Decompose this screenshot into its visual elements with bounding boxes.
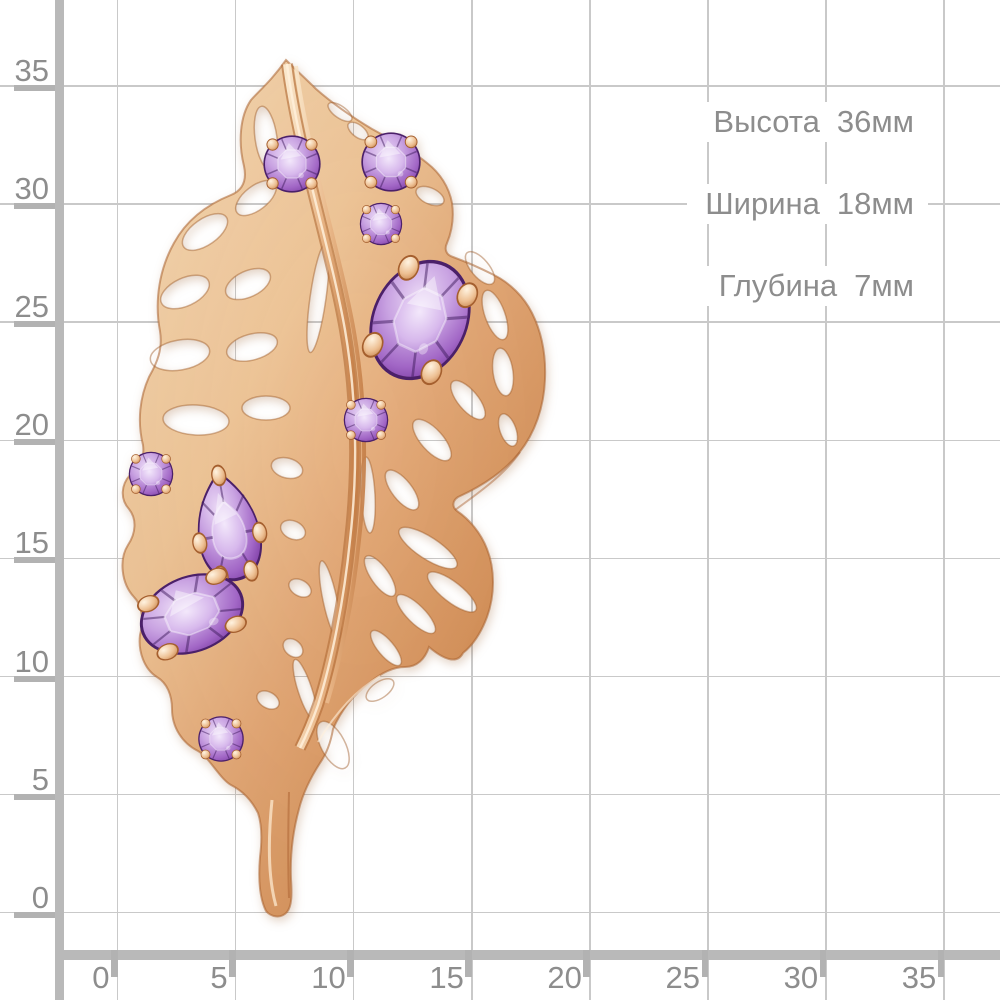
amethyst-stone-5 (344, 398, 389, 443)
y-axis-tick (14, 321, 55, 328)
leaf-gold-body (100, 40, 570, 940)
x-axis-label: 0 (92, 960, 110, 995)
x-axis-label: 35 (901, 960, 937, 995)
y-axis-bar (55, 0, 64, 1000)
amethyst-stones (128, 132, 490, 761)
spec-height-label: Высота (713, 104, 820, 139)
grid-line-vertical (116, 0, 119, 1000)
y-axis-label: 25 (14, 289, 49, 325)
x-axis-tick (701, 950, 708, 977)
spec-width: Ширина 18мм (687, 184, 928, 224)
y-axis-tick (14, 557, 55, 564)
x-axis-tick (347, 950, 354, 977)
spec-depth: Глубина 7мм (687, 266, 928, 306)
grid-line-vertical (352, 0, 355, 1000)
y-axis-tick (14, 793, 55, 800)
x-axis-tick (819, 950, 827, 977)
y-axis-tick (14, 675, 55, 682)
grid-line-vertical (707, 0, 709, 1000)
spec-height: Высота 36мм (687, 102, 928, 142)
y-axis-label: 30 (14, 171, 49, 207)
spec-width-value: 18мм (836, 186, 914, 221)
grid-line-horizontal (0, 793, 1000, 796)
grid-line-horizontal (0, 439, 1000, 442)
y-axis-label: 5 (31, 761, 49, 797)
amethyst-stone-6 (129, 452, 174, 497)
spec-depth-value: 7мм (854, 268, 914, 303)
y-axis-tick (14, 85, 55, 91)
x-axis-tick (111, 950, 118, 977)
y-axis-label: 15 (14, 525, 49, 561)
x-axis-label: 10 (311, 960, 346, 995)
amethyst-stone-3 (360, 203, 402, 245)
grid-line-vertical (471, 0, 473, 1000)
x-axis-label: 5 (210, 960, 228, 995)
y-axis-tick (14, 911, 55, 918)
grid-line-vertical (234, 0, 237, 1000)
amethyst-stone-9 (198, 716, 244, 762)
x-axis-label: 15 (429, 960, 464, 995)
grid-line-vertical (943, 0, 945, 1000)
dimensions-panel: Высота 36мм Ширина 18мм Глубина 7мм (687, 102, 928, 348)
y-axis-label: 10 (14, 643, 49, 679)
amethyst-stone-1 (263, 135, 320, 192)
amethyst-stone-2 (361, 132, 420, 191)
y-axis-label: 20 (14, 407, 49, 443)
x-axis-label: 20 (547, 960, 582, 995)
spec-width-label: Ширина (705, 186, 820, 221)
grid-line-horizontal (0, 557, 1000, 560)
y-axis-tick (14, 439, 55, 446)
leaf-stem (267, 451, 521, 907)
x-axis-bar (55, 950, 1000, 960)
spec-depth-label: Глубина (718, 268, 838, 303)
x-axis-tick (465, 950, 472, 977)
grid-line-horizontal (0, 675, 1000, 678)
grid-line-horizontal (0, 911, 1000, 914)
grid-line-horizontal (0, 85, 1000, 87)
y-axis-tick (14, 203, 55, 210)
x-axis-tick (229, 950, 236, 977)
x-axis-label: 25 (665, 960, 700, 995)
grid-line-vertical (589, 0, 591, 1000)
y-axis-label: 35 (14, 53, 49, 88)
amethyst-stone-7-pear (180, 459, 274, 589)
y-axis-label: 0 (31, 879, 49, 915)
x-axis-tick (583, 950, 590, 977)
spec-height-value: 36мм (836, 104, 914, 139)
amethyst-stone-4-oval (350, 243, 489, 397)
x-axis-tick (937, 950, 945, 977)
grid-line-vertical (825, 0, 827, 1000)
x-axis-label: 30 (783, 960, 819, 995)
amethyst-stone-8-oval (128, 558, 257, 669)
